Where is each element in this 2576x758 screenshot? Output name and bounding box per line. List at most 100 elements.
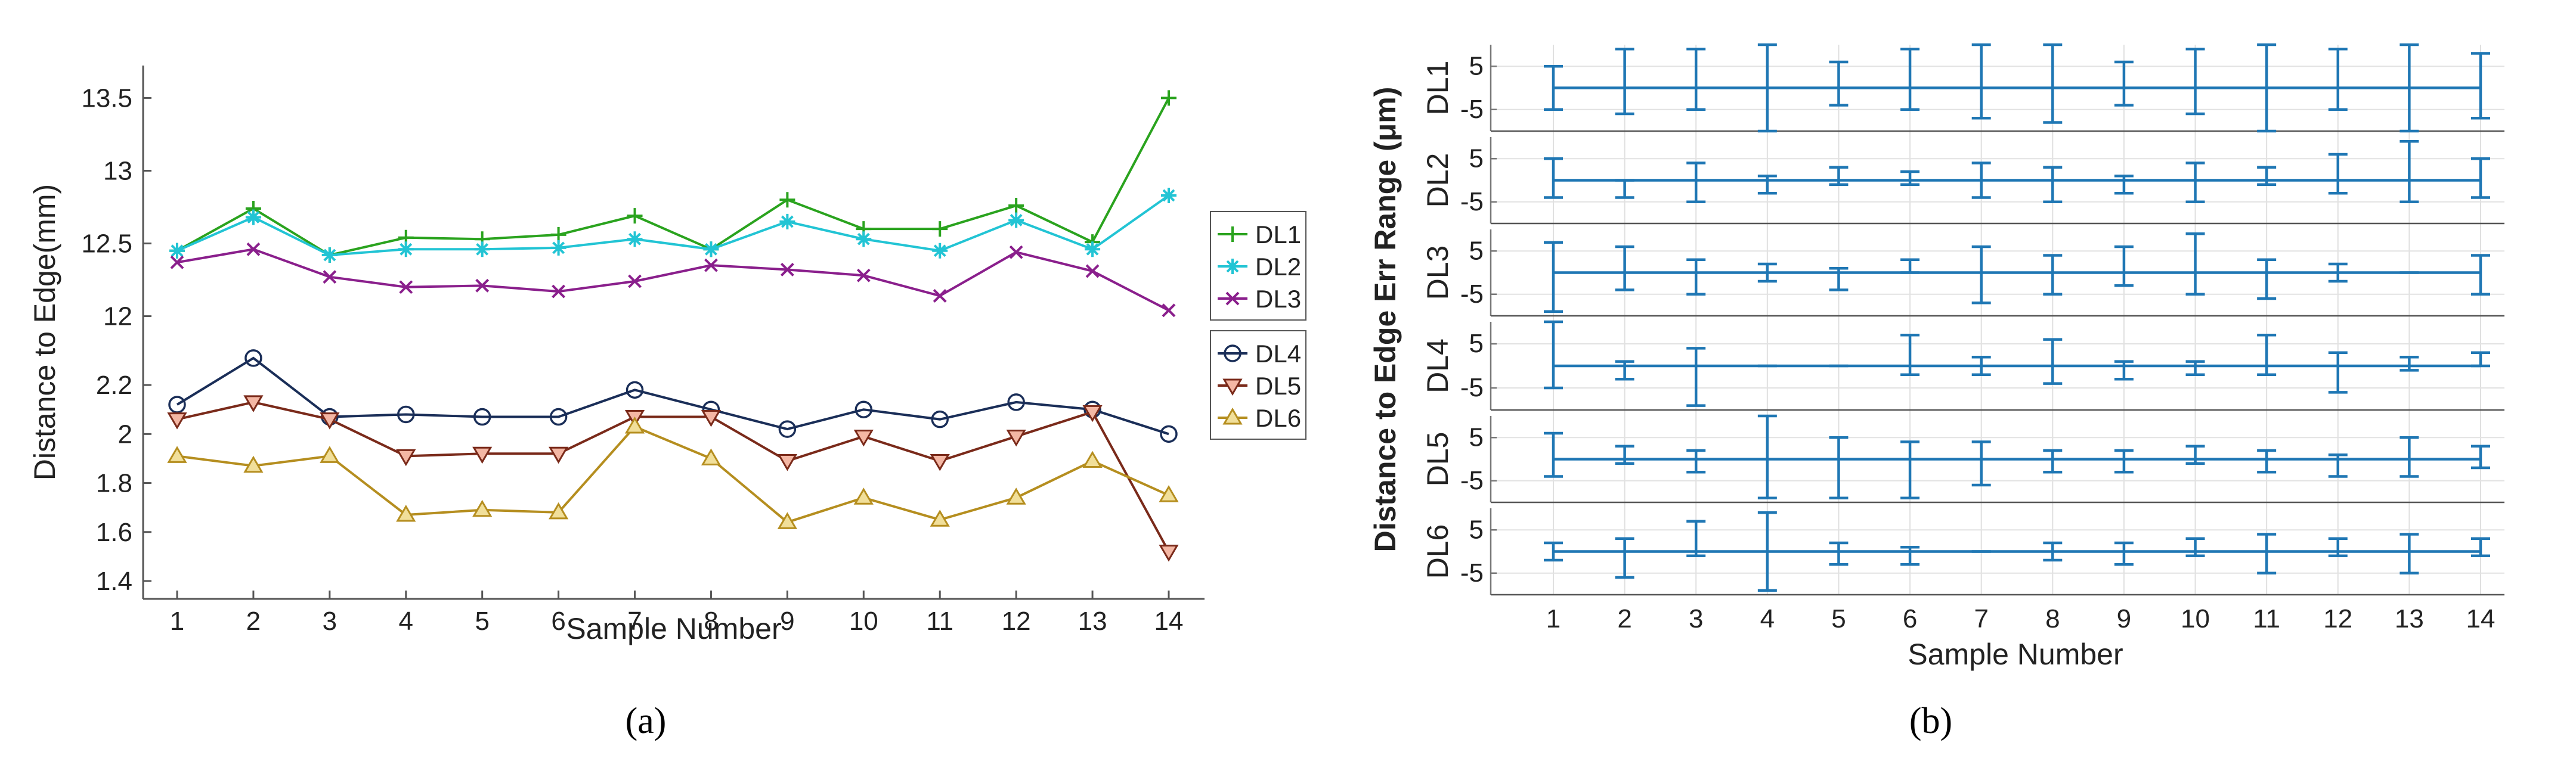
error-bar-dl2 [1686, 161, 1706, 203]
error-bar-dl3 [1971, 245, 1991, 305]
x-tick-label-b: 2 [1617, 604, 1631, 633]
panel-a: 1 2 3 4 5 6 7 8 9 10 11 12 13 141212.51313.51.41.61.8… [28, 66, 1306, 645]
x-tick-label-a: 2 [246, 607, 261, 636]
error-bar-dl1 [1544, 65, 1563, 111]
y-tick-label-dl6: 5 [1469, 515, 1484, 544]
error-bar-dl4 [2399, 355, 2419, 372]
data-point-dl6 [243, 455, 264, 473]
error-bar-dl4 [2043, 338, 2063, 385]
data-point-dl3 [552, 284, 566, 299]
data-point-dl5 [1082, 405, 1103, 423]
error-bar-dl3 [1615, 245, 1634, 291]
x-tick-label-a: 7 [627, 607, 642, 636]
y-tick-label-dl5: 5 [1469, 423, 1484, 452]
data-point-dl4 [397, 405, 415, 424]
x-axis-title-b: Sample Number [1908, 638, 2123, 671]
x-axis-title-a: Sample Number [566, 612, 781, 645]
error-bar-dl5 [1757, 414, 1777, 499]
data-point-dl5 [167, 412, 187, 430]
y-tick-label-dl4: 5 [1469, 329, 1484, 358]
data-point-dl4 [244, 349, 262, 367]
error-bar-dl6 [2185, 537, 2205, 557]
y-tick-label-upper-a: 12 [103, 302, 132, 331]
error-bar-dl5 [1686, 449, 1706, 474]
legend-marker-dl4 [1224, 344, 1241, 362]
legend-marker-dl1 [1225, 226, 1240, 242]
error-bar-dl3 [1829, 267, 1849, 291]
x-tick-label-a: 10 [849, 607, 878, 636]
error-bar-dl3 [1686, 258, 1706, 296]
x-tick-label-a: 4 [399, 607, 413, 636]
x-tick-label-a: 13 [1078, 607, 1107, 636]
error-bar-dl6 [1829, 541, 1849, 566]
error-bar-dl5 [1544, 431, 1563, 478]
error-bar-dl4 [2114, 360, 2134, 381]
error-bar-dl3 [1544, 241, 1563, 313]
error-bar-dl1 [1757, 43, 1777, 133]
error-bar-dl3 [1900, 258, 1920, 274]
legend-label-dl2: DL2 [1255, 253, 1301, 281]
error-bar-dl5 [1615, 445, 1634, 465]
data-point-dl4 [778, 420, 797, 438]
error-bar-dl2 [1757, 175, 1777, 195]
y-tick-label-lower-a: 2 [118, 420, 132, 449]
data-point-dl4 [854, 400, 873, 418]
y-axis-title-b: Distance to Edge Err Range (μm) [1368, 87, 1402, 552]
error-bar-dl6 [1615, 537, 1634, 579]
data-point-dl3 [780, 263, 794, 277]
error-bar-dl3 [2185, 232, 2205, 296]
error-bar-dl1 [1615, 48, 1634, 116]
error-bar-dl4 [1615, 360, 1634, 381]
row-label-dl1: DL1 [1421, 61, 1454, 116]
data-point-dl2 [856, 231, 872, 247]
error-bar-dl5 [1900, 440, 1920, 499]
caption-b: (b) [1909, 701, 1952, 741]
error-bar-dl5 [2257, 449, 2277, 474]
x-tick-label-b: 12 [2323, 604, 2352, 633]
data-point-dl3 [933, 288, 947, 303]
error-bar-dl4 [2185, 360, 2205, 377]
error-bar-dl6 [1686, 520, 1706, 557]
y-tick-label-dl3: -5 [1460, 279, 1484, 309]
x-tick-label-a: 9 [780, 607, 794, 636]
data-point-dl3 [1009, 245, 1023, 259]
data-point-dl3 [399, 280, 413, 294]
error-bar-dl2 [2328, 153, 2348, 195]
error-bar-dl3 [2328, 262, 2348, 283]
data-point-dl4 [168, 396, 186, 414]
data-point-dl6 [1082, 451, 1103, 468]
y-tick-label-upper-a: 13.5 [81, 83, 132, 113]
data-point-dl5 [549, 446, 569, 464]
legend-marker-dl6 [1222, 408, 1243, 425]
error-bar-dl6 [1900, 546, 1920, 566]
data-point-dl1 [1008, 198, 1024, 214]
data-point-dl5 [701, 410, 722, 427]
plot-area-a [143, 66, 1205, 599]
error-bar-dl6 [2399, 533, 2419, 574]
data-point-dl5 [930, 454, 950, 471]
x-tick-label-a: 14 [1154, 607, 1184, 636]
x-tick-label-b: 3 [1689, 604, 1703, 633]
error-bar-dl1 [2471, 52, 2490, 120]
y-tick-label-dl1: 5 [1469, 51, 1484, 80]
error-bar-dl1 [1971, 43, 1991, 120]
legend-label-dl4: DL4 [1255, 340, 1301, 368]
data-point-dl2 [1085, 241, 1101, 257]
error-bar-dl4 [1900, 333, 1920, 377]
error-bar-dl6 [2043, 541, 2063, 562]
error-bar-dl5 [1829, 436, 1849, 499]
x-tick-label-b: 8 [2045, 604, 2060, 633]
row-label-dl2: DL2 [1421, 153, 1454, 208]
data-point-dl2 [550, 240, 566, 256]
data-point-dl6 [549, 502, 569, 520]
data-point-dl4 [626, 381, 644, 399]
data-point-dl6 [1006, 487, 1026, 505]
error-bar-dl6 [1544, 541, 1563, 562]
legend-label-dl6: DL6 [1255, 404, 1301, 432]
data-point-dl2 [321, 247, 338, 263]
x-tick-label-b: 5 [1831, 604, 1846, 633]
y-tick-label-dl2: 5 [1469, 144, 1484, 173]
data-point-dl3 [704, 258, 718, 272]
y-tick-label-lower-a: 1.6 [96, 518, 132, 547]
y-tick-label-upper-a: 13 [103, 156, 132, 185]
